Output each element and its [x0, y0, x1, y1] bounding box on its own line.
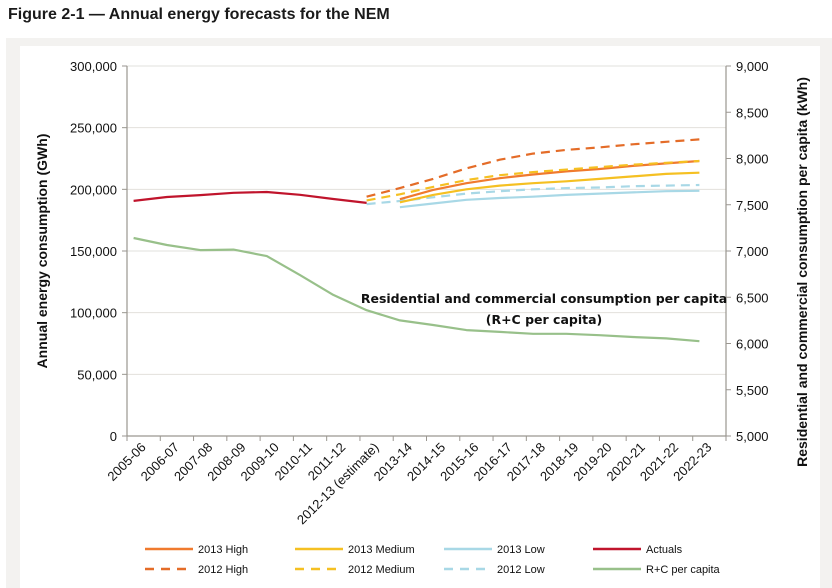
- legend-item: 2012 Medium: [295, 564, 415, 576]
- annotation-line-2: (R+C per capita): [486, 312, 602, 327]
- y-tick-label: 200,000: [70, 182, 117, 197]
- y2-tick-label: 6,000: [736, 337, 769, 352]
- legend-item: 2012 Low: [444, 564, 545, 576]
- legend-label: 2012 High: [198, 564, 248, 576]
- series-line-2012-low: [366, 183, 700, 206]
- series-line-2012-high: [366, 138, 700, 198]
- x-ticks: 2005-062006-072007-082008-092009-102010-…: [104, 436, 727, 527]
- legend-label: 2013 Medium: [348, 544, 415, 556]
- series-line-actuals: [133, 190, 367, 204]
- legend-label: R+C per capita: [646, 564, 721, 576]
- y2-tick-label: 5,000: [736, 429, 769, 444]
- legend-label: 2013 High: [198, 544, 248, 556]
- left-y-axis-title: Annual energy consumption (GWh): [34, 134, 50, 369]
- series-line-2012-medium: [366, 159, 700, 202]
- right-y-axis-title: Residential and commercial consumption p…: [794, 77, 810, 467]
- legend-item: Actuals: [593, 544, 683, 556]
- y2-tick-label: 5,500: [736, 383, 769, 398]
- y2-tick-label: 7,500: [736, 198, 769, 213]
- y2-tick-label: 9,000: [736, 59, 769, 74]
- y-tick-label: 0: [110, 429, 117, 444]
- legend-label: Actuals: [646, 544, 683, 556]
- y-tick-label: 100,000: [70, 306, 117, 321]
- y-tick-label: 250,000: [70, 121, 117, 136]
- figure-title: Figure 2-1 — Annual energy forecasts for…: [8, 6, 390, 23]
- y-tick-label: 300,000: [70, 59, 117, 74]
- legend-label: 2013 Low: [497, 544, 545, 556]
- legend-item: 2013 Low: [444, 544, 545, 556]
- legend-item: 2013 Medium: [295, 544, 415, 556]
- legend: 2013 High 2012 High 2013 Medium 2012 Medium…: [145, 544, 721, 576]
- y2-tick-label: 7,000: [736, 244, 769, 259]
- right-y-ticks: 5,000 5,500 6,000 6,500 7,000 7,500 8,000 8,500…: [726, 59, 769, 444]
- series-lines: [133, 138, 700, 343]
- gridlines: [127, 65, 726, 375]
- y-tick-label: 50,000: [77, 367, 117, 382]
- annotation-line-1: Residential and commercial consumption p…: [361, 291, 727, 306]
- y2-tick-label: 8,500: [736, 105, 769, 120]
- y-tick-label: 150,000: [70, 244, 117, 259]
- legend-label: 2012 Low: [497, 564, 545, 576]
- left-y-ticks: 0 50,000 100,000 150,000 200,000 250,000 300,0…: [70, 59, 127, 444]
- legend-item: R+C per capita: [593, 564, 721, 576]
- y2-tick-label: 8,000: [736, 152, 769, 167]
- chart-panel: [20, 46, 820, 588]
- series-line-r-c-per-capita: [133, 236, 700, 343]
- series-line-2013-medium: [399, 171, 700, 204]
- legend-item: 2013 High: [145, 544, 248, 556]
- series-line-2013-low: [399, 189, 700, 209]
- y2-tick-label: 6,500: [736, 290, 769, 305]
- legend-item: 2012 High: [145, 564, 248, 576]
- legend-label: 2012 Medium: [348, 564, 415, 576]
